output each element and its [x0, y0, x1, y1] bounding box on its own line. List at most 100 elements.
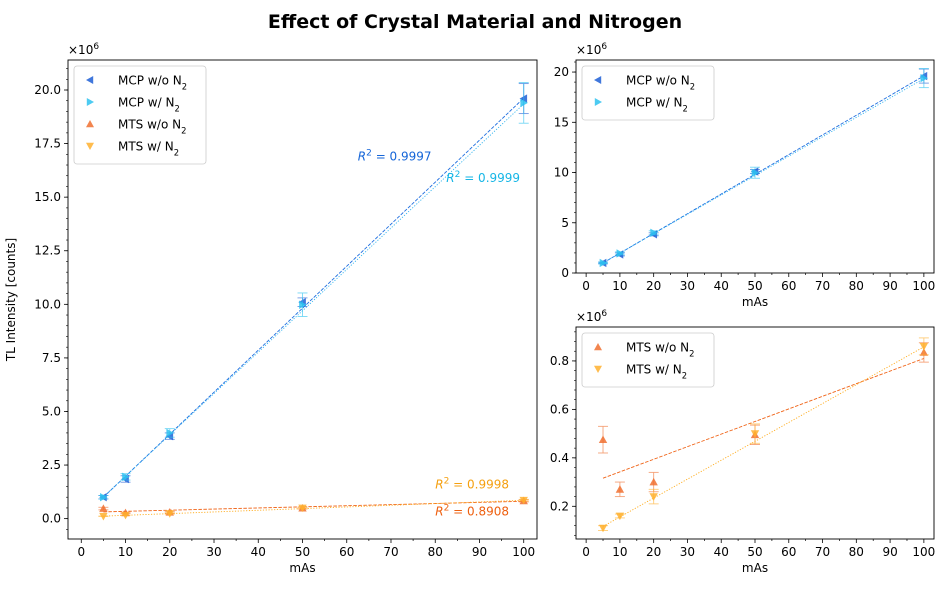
- x-tick-label: 60: [339, 545, 354, 559]
- x-tick-label: 20: [162, 545, 177, 559]
- legend-marker-mcp_w: [86, 98, 94, 106]
- y-axis-label: TL Intensity [counts]: [4, 238, 18, 362]
- legend-marker-mts_wo: [594, 343, 602, 351]
- figure-title: Effect of Crystal Material and Nitrogen: [268, 11, 682, 33]
- y-tick-label: 7.5: [42, 351, 61, 365]
- x-tick-label: 70: [815, 545, 830, 559]
- y-tick-label: 0.4: [550, 451, 569, 465]
- x-tick-label: 30: [206, 545, 221, 559]
- x-tick-label: 10: [118, 545, 133, 559]
- x-axis-label: mAs: [742, 561, 768, 575]
- data-point-mts_w: [750, 430, 760, 438]
- r2-annotation-mts_w: R2 = 0.9998: [435, 477, 509, 492]
- x-tick-label: 80: [849, 279, 864, 293]
- y-tick-label: 12.5: [34, 244, 61, 258]
- legend-box: [581, 65, 715, 121]
- x-tick-label: 80: [428, 545, 443, 559]
- chart-panel-main: 0 10 20 30 40 50 60 70 80 90 100 0.0 2.5 5.0 7.5 10.0 12…: [4, 42, 538, 575]
- data-point-mcp_w: [299, 300, 307, 309]
- x-tick-label: 50: [747, 545, 762, 559]
- data-point-mts_wo: [99, 504, 108, 512]
- x-tick-label: 60: [781, 545, 796, 559]
- fit-line-mts_wo: [602, 358, 925, 479]
- y-tick-label: 2.5: [42, 458, 61, 472]
- y-tick-label: 5: [561, 216, 569, 230]
- legend-label-mts_w: MTS w/ N2: [118, 140, 179, 158]
- x-tick-label: 100: [512, 545, 535, 559]
- x-tick-label: 40: [714, 279, 729, 293]
- data-point-mts_w: [121, 511, 130, 520]
- y-axis-multiplier: ×106: [576, 309, 607, 324]
- chart-panel-mcp: 0 10 20 30 40 50 60 70 80 90 100 0 5 10 15 20 mAs ×106 MCP…: [554, 42, 936, 309]
- x-tick-label: 10: [612, 545, 627, 559]
- data-point-mts_wo: [598, 435, 608, 444]
- data-point-mts_wo: [615, 485, 625, 493]
- data-point-mts_w: [99, 512, 108, 521]
- data-point-mts_w: [298, 504, 307, 513]
- legend: MTS w/o N2 MTS w/ N2: [581, 332, 715, 388]
- legend-marker-mts_w: [86, 142, 94, 150]
- x-tick-label: 30: [680, 545, 695, 559]
- y-tick-label: 0.8: [550, 354, 569, 368]
- x-tick-label: 100: [912, 545, 935, 559]
- data-point-mts_w: [649, 493, 658, 501]
- x-tick-label: 0: [582, 545, 590, 559]
- y-tick-label: 0.0: [42, 512, 61, 526]
- data-point-mcp_w: [650, 228, 658, 238]
- legend: MCP w/o N2 MCP w/ N2: [581, 65, 715, 121]
- legend-box: [581, 332, 715, 388]
- legend-label-mts_wo: MTS w/o N2: [626, 341, 694, 359]
- legend-marker-mts_wo: [86, 120, 94, 128]
- data-point-mts_w: [519, 496, 528, 505]
- y-tick-label: 20: [554, 65, 569, 79]
- x-tick-label: 90: [882, 279, 897, 293]
- legend-box: [73, 65, 207, 165]
- chart-panel-mts: 0 10 20 30 40 50 60 70 80 90 100 0.2 0.4 0.6 0.8 mAs ×10…: [550, 309, 935, 575]
- y-tick-label: 10.0: [34, 297, 61, 311]
- x-tick-label: 90: [882, 545, 897, 559]
- y-tick-label: 10: [554, 166, 569, 180]
- data-point-mts_w: [165, 510, 174, 518]
- data-point-mcp_w: [751, 168, 760, 177]
- y-axis-multiplier: ×106: [68, 42, 99, 57]
- data-point-mts_w: [919, 343, 929, 351]
- data-point-mcp_w: [616, 249, 625, 258]
- y-tick-label: 5.0: [42, 404, 61, 418]
- y-tick-label: 15.0: [34, 190, 61, 204]
- x-tick-label: 70: [383, 545, 398, 559]
- data-point-mcp_w: [122, 472, 130, 482]
- x-tick-label: 70: [815, 279, 830, 293]
- data-point-mts_w: [598, 524, 608, 533]
- x-tick-label: 60: [781, 279, 796, 293]
- y-tick-label: 20.0: [34, 83, 61, 97]
- fit-line-mcp_wo: [103, 97, 525, 498]
- r2-annotation-mts_wo: R2 = 0.8908: [435, 503, 509, 518]
- r2-annotation-mcp_w: R2 = 0.9999: [446, 170, 520, 185]
- legend-marker-mcp_wo: [86, 76, 94, 84]
- data-point-mcp_w: [166, 428, 174, 438]
- fit-line-mcp_w: [103, 103, 525, 498]
- legend-label-mcp_w: MCP w/ N2: [626, 96, 688, 114]
- y-tick-label: 15: [554, 115, 569, 129]
- x-tick-label: 100: [912, 279, 935, 293]
- y-tick-label: 17.5: [34, 137, 61, 151]
- x-tick-label: 50: [747, 279, 762, 293]
- legend-marker-mts_w: [594, 365, 602, 373]
- legend-label-mts_w: MTS w/ N2: [626, 363, 687, 381]
- y-tick-label: 0.6: [550, 402, 569, 416]
- legend: MCP w/o N2 MCP w/ N2 MTS w/o N2 MTS w/ N2: [73, 65, 207, 165]
- data-point-mcp_w: [100, 493, 108, 502]
- x-tick-label: 40: [251, 545, 266, 559]
- data-point-mcp_w: [920, 73, 929, 83]
- data-point-mcp_w: [520, 98, 528, 108]
- x-tick-label: 20: [646, 545, 661, 559]
- data-point-mts_w: [615, 512, 625, 521]
- x-tick-label: 10: [612, 279, 627, 293]
- x-tick-label: 50: [295, 545, 310, 559]
- x-tick-label: 90: [472, 545, 487, 559]
- legend-marker-mcp_w: [594, 98, 602, 106]
- x-tick-label: 0: [582, 279, 590, 293]
- x-tick-label: 30: [680, 279, 695, 293]
- x-axis-label: mAs: [742, 295, 768, 309]
- fit-line-mts_w: [602, 346, 925, 527]
